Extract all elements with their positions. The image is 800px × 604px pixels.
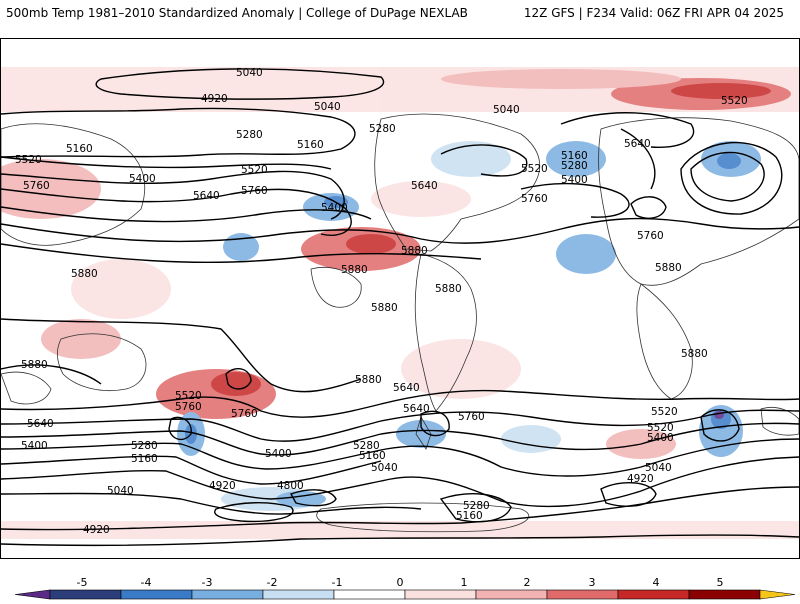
colorbar-tick: 2	[523, 576, 531, 589]
contour-label: 5640	[624, 138, 651, 150]
contour-label: 5280	[236, 129, 263, 141]
contour-label: 5040	[493, 104, 520, 116]
contour-labels: 5040 4920 5040 5280 5160 5520 5400 5640 …	[15, 67, 748, 536]
map-title: 500mb Temp 1981–2010 Standardized Anomal…	[6, 6, 468, 20]
contour-label: 5400	[321, 202, 348, 214]
colorbar-arrow-high	[759, 589, 796, 600]
contour-label: 5520	[175, 390, 202, 402]
contour-label: 5640	[193, 190, 220, 202]
contour-label: 5880	[371, 302, 398, 314]
contour-label: 5160	[561, 150, 588, 162]
contour-label: 5640	[411, 180, 438, 192]
anomaly-shading	[1, 67, 799, 539]
colorbar-segment	[617, 589, 690, 600]
colorbar-tick: -3	[201, 576, 213, 589]
height-contours	[1, 68, 799, 547]
colorbar-tick: 4	[652, 576, 660, 589]
contour-label: 5040	[236, 67, 263, 79]
contour-label: 5880	[681, 348, 708, 360]
contour-label: 5760	[241, 185, 268, 197]
contour-label: 5280	[463, 500, 490, 512]
contour-label: 5880	[71, 268, 98, 280]
contour-label: 5280	[353, 440, 380, 452]
contour-label: 5280	[369, 123, 396, 135]
colorbar-tick: 1	[460, 576, 468, 589]
contour-label: 5400	[265, 448, 292, 460]
contour-label: 5880	[355, 374, 382, 386]
contour-label: 5040	[314, 101, 341, 113]
colorbar-segment	[546, 589, 619, 600]
contour-label: 5760	[175, 401, 202, 413]
contour-label: 5400	[647, 432, 674, 444]
contour-label: 5520	[647, 422, 674, 434]
colorbar-segment	[688, 589, 761, 600]
contour-label: 5160	[66, 143, 93, 155]
contour-label: 5280	[561, 160, 588, 172]
contour-label: 5760	[521, 193, 548, 205]
contour-label: 5520	[241, 164, 268, 176]
contour-label: 5040	[645, 462, 672, 474]
colorbar-tick: 3	[588, 576, 596, 589]
anomaly-map: 5040 4920 5040 5280 5160 5520 5400 5640 …	[0, 38, 800, 559]
colorbar-arrow-low	[14, 589, 51, 600]
colorbar-segment	[191, 589, 264, 600]
contour-label: 5400	[561, 174, 588, 186]
contour-label: 5400	[129, 173, 156, 185]
contour-label: 5880	[21, 359, 48, 371]
contour-label: 5880	[435, 283, 462, 295]
contour-label: 5760	[231, 408, 258, 420]
contour-label: 4920	[83, 524, 110, 536]
contour-label: 5640	[27, 418, 54, 430]
contour-label: 4800	[277, 480, 304, 492]
colorbar-segment	[475, 589, 548, 600]
contour-label: 5160	[456, 510, 483, 522]
contour-label: 5760	[23, 180, 50, 192]
colorbar-segment	[262, 589, 335, 600]
contour-label: 5640	[403, 403, 430, 415]
colorbar-segment	[404, 589, 477, 600]
contour-label: 5760	[637, 230, 664, 242]
colorbar-tick: -1	[331, 576, 343, 589]
colorbar-segment	[120, 589, 193, 600]
colorbar	[0, 570, 800, 600]
contour-label: 5520	[15, 154, 42, 166]
contour-label: 5040	[371, 462, 398, 474]
colorbar-segment	[49, 589, 122, 600]
model-run-info: 12Z GFS | F234 Valid: 06Z FRI APR 04 202…	[523, 6, 784, 20]
contour-label: 5400	[21, 440, 48, 452]
contour-label: 5160	[131, 453, 158, 465]
contour-label: 4920	[209, 480, 236, 492]
contour-label: 5880	[655, 262, 682, 274]
contour-label: 5880	[341, 264, 368, 276]
contour-label: 5160	[297, 139, 324, 151]
colorbar-tick: 5	[716, 576, 724, 589]
contour-label: 5640	[393, 382, 420, 394]
contour-label: 5520	[721, 95, 748, 107]
colorbar-tick: -2	[266, 576, 278, 589]
colorbar-tick: -4	[140, 576, 152, 589]
contour-label: 5880	[401, 245, 428, 257]
contour-label: 5160	[359, 450, 386, 462]
contour-label: 5760	[458, 411, 485, 423]
contour-label: 5280	[131, 440, 158, 452]
contour-label: 4920	[627, 473, 654, 485]
contour-label: 5520	[521, 163, 548, 175]
contour-label: 5040	[107, 485, 134, 497]
colorbar-segment	[333, 589, 406, 600]
colorbar-tick: -5	[76, 576, 88, 589]
contour-label: 4920	[201, 93, 228, 105]
colorbar-tick: 0	[396, 576, 404, 589]
contour-label: 5520	[651, 406, 678, 418]
